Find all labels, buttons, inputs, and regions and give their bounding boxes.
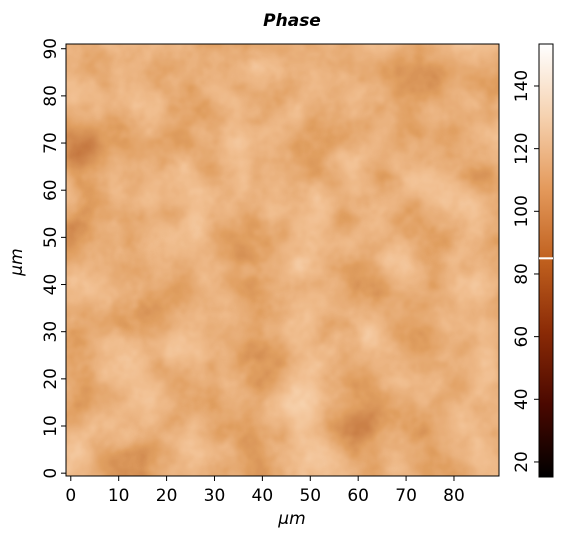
y-tick-label: 40 — [41, 274, 61, 296]
x-tick-label: 50 — [299, 486, 321, 506]
chart-title: Phase — [263, 11, 321, 31]
x-tick-label: 30 — [204, 486, 226, 506]
phase-image — [66, 44, 499, 476]
x-tick-label: 80 — [443, 486, 465, 506]
x-tick-label: 60 — [347, 486, 369, 506]
y-tick-label: 20 — [41, 368, 61, 390]
y-tick-label: 0 — [41, 468, 61, 479]
colorbar-tick-label: 60 — [512, 326, 532, 348]
x-tick-label: 0 — [65, 486, 76, 506]
colorbar-tick-label: 20 — [512, 451, 532, 473]
plot-frame — [65, 43, 500, 477]
colorbar-tick-label: 40 — [512, 388, 532, 410]
colorbar-tick-label: 100 — [512, 195, 532, 227]
x-tick-label: 20 — [156, 486, 178, 506]
y-tick-label: 80 — [41, 85, 61, 107]
y-tick-label: 60 — [41, 179, 61, 201]
y-tick-label: 90 — [41, 38, 61, 60]
y-tick-label: 30 — [41, 321, 61, 343]
colorbar-tick-label: 140 — [512, 70, 532, 102]
y-tick-label: 10 — [41, 415, 61, 437]
x-tick-label: 70 — [395, 486, 417, 506]
x-axis-label: μm — [277, 509, 305, 529]
x-tick-label: 40 — [252, 486, 274, 506]
x-tick-label: 10 — [108, 486, 130, 506]
colorbar — [538, 43, 554, 478]
colorbar-tick-label: 80 — [512, 263, 532, 285]
colorbar-tick-label: 120 — [512, 132, 532, 164]
y-tick-label: 50 — [41, 227, 61, 249]
y-tick-label: 70 — [41, 132, 61, 154]
y-axis-label: μm — [7, 248, 27, 276]
